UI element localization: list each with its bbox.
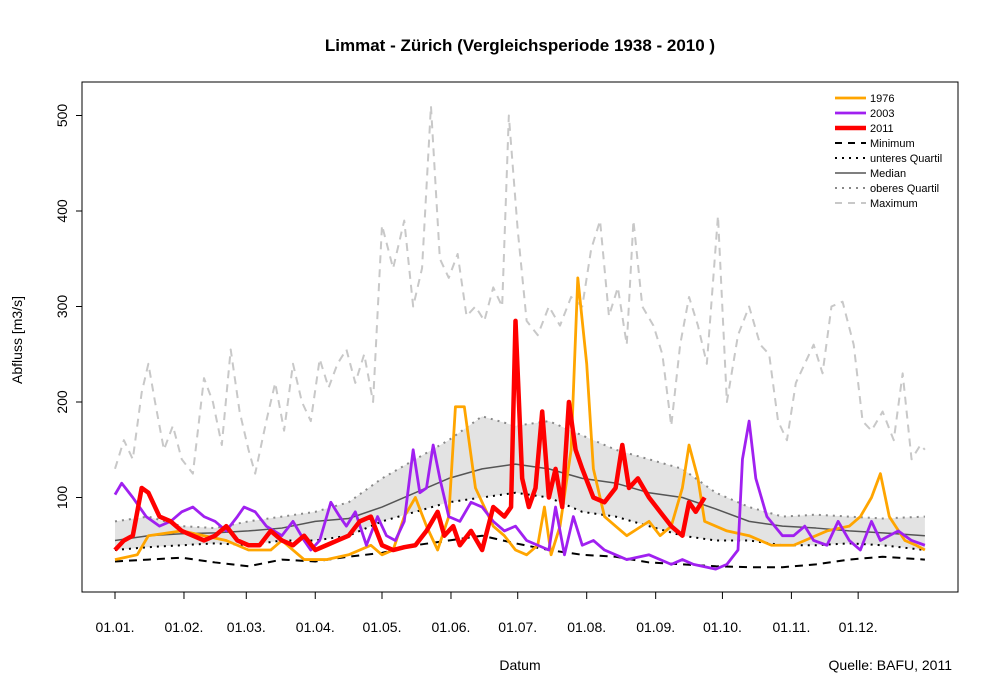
legend-label: unteres Quartil [870, 153, 942, 165]
y-tick-label: 500 [54, 104, 70, 128]
legend-label: Median [870, 168, 906, 180]
series-line-2011 [113, 318, 707, 553]
legend-label: oberes Quartil [870, 183, 939, 195]
legend-label: 2003 [870, 108, 894, 120]
x-tick-label: 01.12. [839, 619, 878, 635]
legend-label: 1976 [870, 93, 894, 105]
y-tick-label: 300 [54, 295, 70, 319]
legend-label: Minimum [870, 138, 915, 150]
y-tick-label: 400 [54, 199, 70, 223]
legend-label: Maximum [870, 198, 918, 210]
x-tick-label: 01.02. [165, 619, 204, 635]
y-axis: 100 200 300 400 500 [54, 104, 82, 510]
x-tick-label: 01.08. [567, 619, 606, 635]
plot-area [113, 104, 926, 571]
y-axis-label: Abfluss [m3/s] [9, 296, 25, 384]
series-line-maximum [114, 104, 926, 475]
series-line-2003 [113, 419, 926, 571]
x-axis: 01.01. 01.02. 01.03. 01.04. 01.05. 01.06. 01.0… [96, 591, 878, 635]
series-line-minimum [114, 534, 925, 569]
x-axis-label: Datum [499, 657, 540, 673]
x-tick-label: 01.09. [636, 619, 675, 635]
x-tick-label: 01.07. [498, 619, 537, 635]
x-tick-label: 01.10. [703, 619, 742, 635]
y-tick-label: 100 [54, 486, 70, 510]
x-tick-label: 01.06. [432, 619, 471, 635]
chart-title: Limmat - Zürich (Vergleichsperiode 1938 … [325, 36, 715, 55]
x-tick-label: 01.01. [96, 619, 135, 635]
x-tick-label: 01.11. [772, 619, 810, 635]
series-line-median [114, 463, 925, 542]
legend-label: 2011 [870, 123, 894, 135]
x-tick-label: 01.04. [296, 619, 335, 635]
y-tick-label: 200 [54, 390, 70, 414]
source-note: Quelle: BAFU, 2011 [829, 657, 953, 673]
quartile-band [115, 416, 925, 551]
x-tick-label: 01.03. [227, 619, 266, 635]
legend: 1976 2003 2011 Minimum unteres Quartil Median… [835, 93, 942, 210]
x-tick-label: 01.05. [363, 619, 402, 635]
series-line-1976 [114, 276, 926, 561]
